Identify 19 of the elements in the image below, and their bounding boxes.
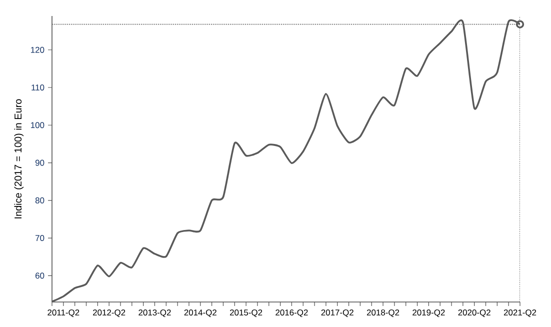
x-tick-label: 2017-Q2: [321, 310, 354, 318]
y-tick-label: 110: [32, 84, 44, 90]
x-tick-label: 2016-Q2: [276, 310, 308, 318]
y-tick-label: 100: [31, 122, 44, 128]
y-axis-title: Indice (2017 = 100) in Euro: [14, 99, 24, 218]
y-tick-label: 80: [35, 197, 44, 204]
x-tick-label: 2020-Q2: [458, 310, 490, 318]
x-tick-label: 2013-Q2: [138, 310, 171, 318]
y-tick-label: 70: [36, 235, 44, 242]
y-tick-label: 90: [35, 160, 44, 166]
x-tick-label: 2014-Q2: [184, 310, 216, 318]
x-tick-label: 2021-Q2: [504, 310, 536, 318]
x-tick-label: 2018-Q2: [366, 310, 400, 318]
x-tick-label: 2011-Q2: [48, 310, 80, 318]
x-tick-label: 2019-Q2: [412, 310, 445, 318]
x-tick-label: 2012-Q2: [93, 310, 126, 318]
y-tick-label: 60: [36, 272, 44, 279]
x-tick-label: 2015-Q2: [230, 310, 262, 318]
y-tick-label: 120: [31, 46, 44, 53]
